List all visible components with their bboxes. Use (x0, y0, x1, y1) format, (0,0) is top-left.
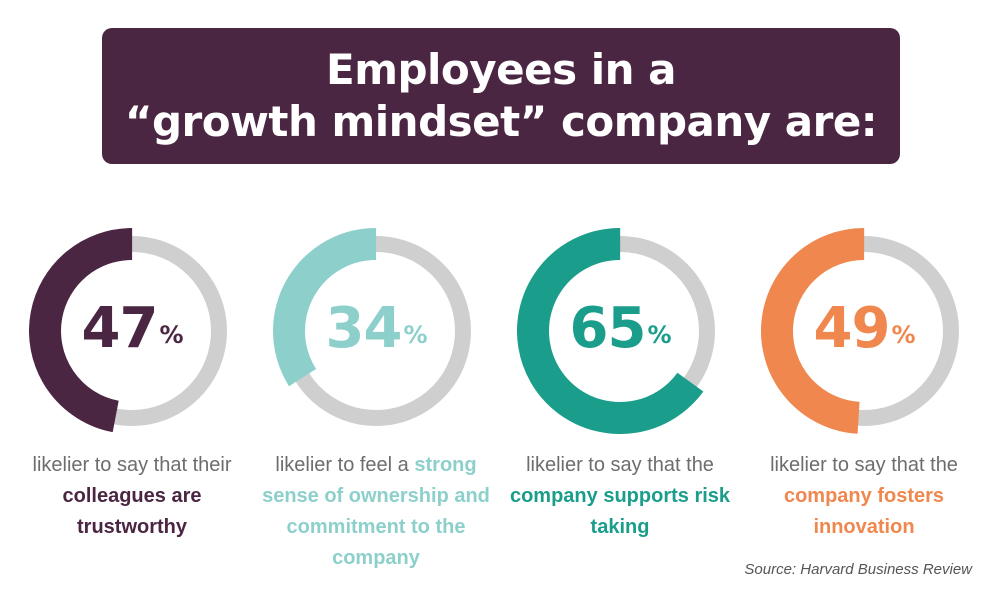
stat-card-innovation: 49% likelier to say that the company fos… (742, 228, 986, 568)
stat-value-ownership: 34% (254, 294, 498, 364)
value-unit: % (159, 321, 183, 349)
value-number: 49 (813, 296, 891, 361)
desc-text: likelier to say that the (526, 454, 714, 476)
donut-ring-risk-taking (517, 228, 723, 434)
source-note: Source: Harvard Business Review (744, 561, 972, 578)
value-number: 34 (325, 296, 403, 361)
desc-highlight: colleagues are trustworthy (62, 485, 202, 538)
title-banner: Employees in a “growth mindset” company … (102, 28, 900, 164)
stat-card-ownership: 34% likelier to feel a strong sense of o… (254, 228, 498, 569)
value-unit: % (647, 321, 671, 349)
stat-description-ownership: likelier to feel a strong sense of owner… (254, 450, 498, 574)
stat-card-risk-taking: 65% likelier to say that the company sup… (498, 228, 742, 568)
desc-text: likelier to feel a (275, 454, 415, 476)
desc-highlight: company fosters innovation (783, 485, 945, 538)
stat-value-innovation: 49% (742, 294, 986, 364)
stat-description-colleagues: likelier to say that their colleagues ar… (10, 450, 254, 543)
desc-text: likelier to say that their (32, 454, 232, 476)
ring-value-arc (29, 228, 235, 434)
title-line-2: “growth mindset” company are: (124, 97, 878, 146)
ring-value-arc (517, 228, 723, 434)
ring-value-arc (273, 228, 479, 434)
stat-value-risk-taking: 65% (498, 294, 742, 364)
value-unit: % (403, 321, 427, 349)
donut-ring-ownership (273, 228, 479, 434)
desc-highlight: strong sense of ownership and commitment… (262, 454, 490, 569)
donut-ring-colleagues (29, 228, 235, 434)
stat-description-risk-taking: likelier to say that the company support… (498, 450, 742, 543)
title-line-1: Employees in a (326, 45, 677, 94)
value-number: 47 (81, 296, 159, 361)
value-number: 65 (569, 296, 647, 361)
desc-text: likelier to say that the (770, 454, 958, 476)
stat-value-colleagues: 47% (10, 294, 254, 364)
stat-description-innovation: likelier to say that the company fosters… (742, 450, 986, 543)
donut-ring-innovation (761, 228, 967, 434)
value-unit: % (891, 321, 915, 349)
stat-card-colleagues: 47% likelier to say that their colleague… (10, 228, 254, 568)
desc-highlight: company supports risk taking (509, 485, 731, 538)
